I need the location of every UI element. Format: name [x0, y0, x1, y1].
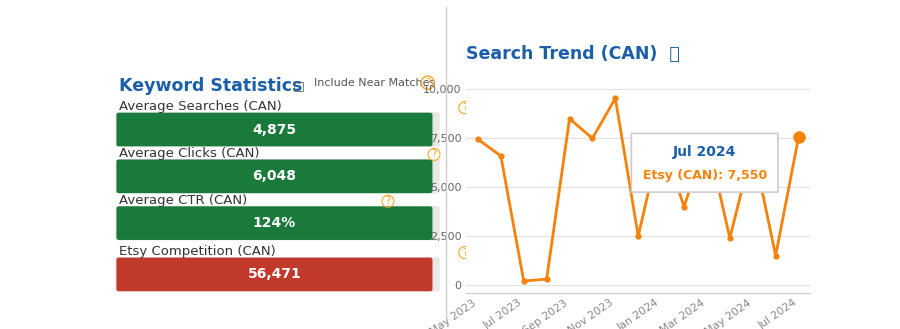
Text: Keyword Statistics: Keyword Statistics — [119, 77, 302, 94]
Text: Search Trend (CAN)  ⓘ: Search Trend (CAN) ⓘ — [466, 45, 680, 63]
FancyBboxPatch shape — [116, 113, 433, 146]
FancyBboxPatch shape — [116, 257, 440, 292]
FancyBboxPatch shape — [116, 160, 433, 193]
FancyBboxPatch shape — [116, 159, 440, 193]
Text: Etsy Competition (CAN): Etsy Competition (CAN) — [119, 245, 275, 258]
Text: 124%: 124% — [253, 216, 296, 230]
Text: ?: ? — [425, 78, 430, 88]
Text: Average Searches (CAN): Average Searches (CAN) — [119, 100, 282, 114]
Text: 4,875: 4,875 — [252, 122, 296, 137]
Text: Trend Alert:: Trend Alert: — [120, 48, 208, 61]
Text: 56,471: 56,471 — [248, 267, 302, 281]
Text: ?: ? — [385, 196, 391, 206]
Text: ?: ? — [463, 248, 467, 258]
Text: Include Near Matches: Include Near Matches — [314, 78, 435, 88]
Text: □: □ — [292, 79, 304, 92]
FancyBboxPatch shape — [116, 258, 433, 291]
FancyBboxPatch shape — [632, 134, 778, 192]
Text: ?: ? — [463, 103, 467, 113]
Text: Average Clicks (CAN): Average Clicks (CAN) — [119, 147, 259, 160]
Text: Average CTR (CAN): Average CTR (CAN) — [119, 194, 248, 207]
FancyBboxPatch shape — [116, 206, 433, 240]
Text: Etsy (CAN): 7,550: Etsy (CAN): 7,550 — [643, 169, 767, 182]
FancyBboxPatch shape — [116, 112, 440, 147]
Text: ?: ? — [431, 149, 436, 160]
Text: This keyword has been popular on Etsy over the past week.: This keyword has been popular on Etsy ov… — [174, 48, 577, 61]
FancyBboxPatch shape — [116, 206, 440, 240]
Text: Jul 2024: Jul 2024 — [673, 145, 736, 159]
Text: 6,048: 6,048 — [252, 169, 296, 183]
